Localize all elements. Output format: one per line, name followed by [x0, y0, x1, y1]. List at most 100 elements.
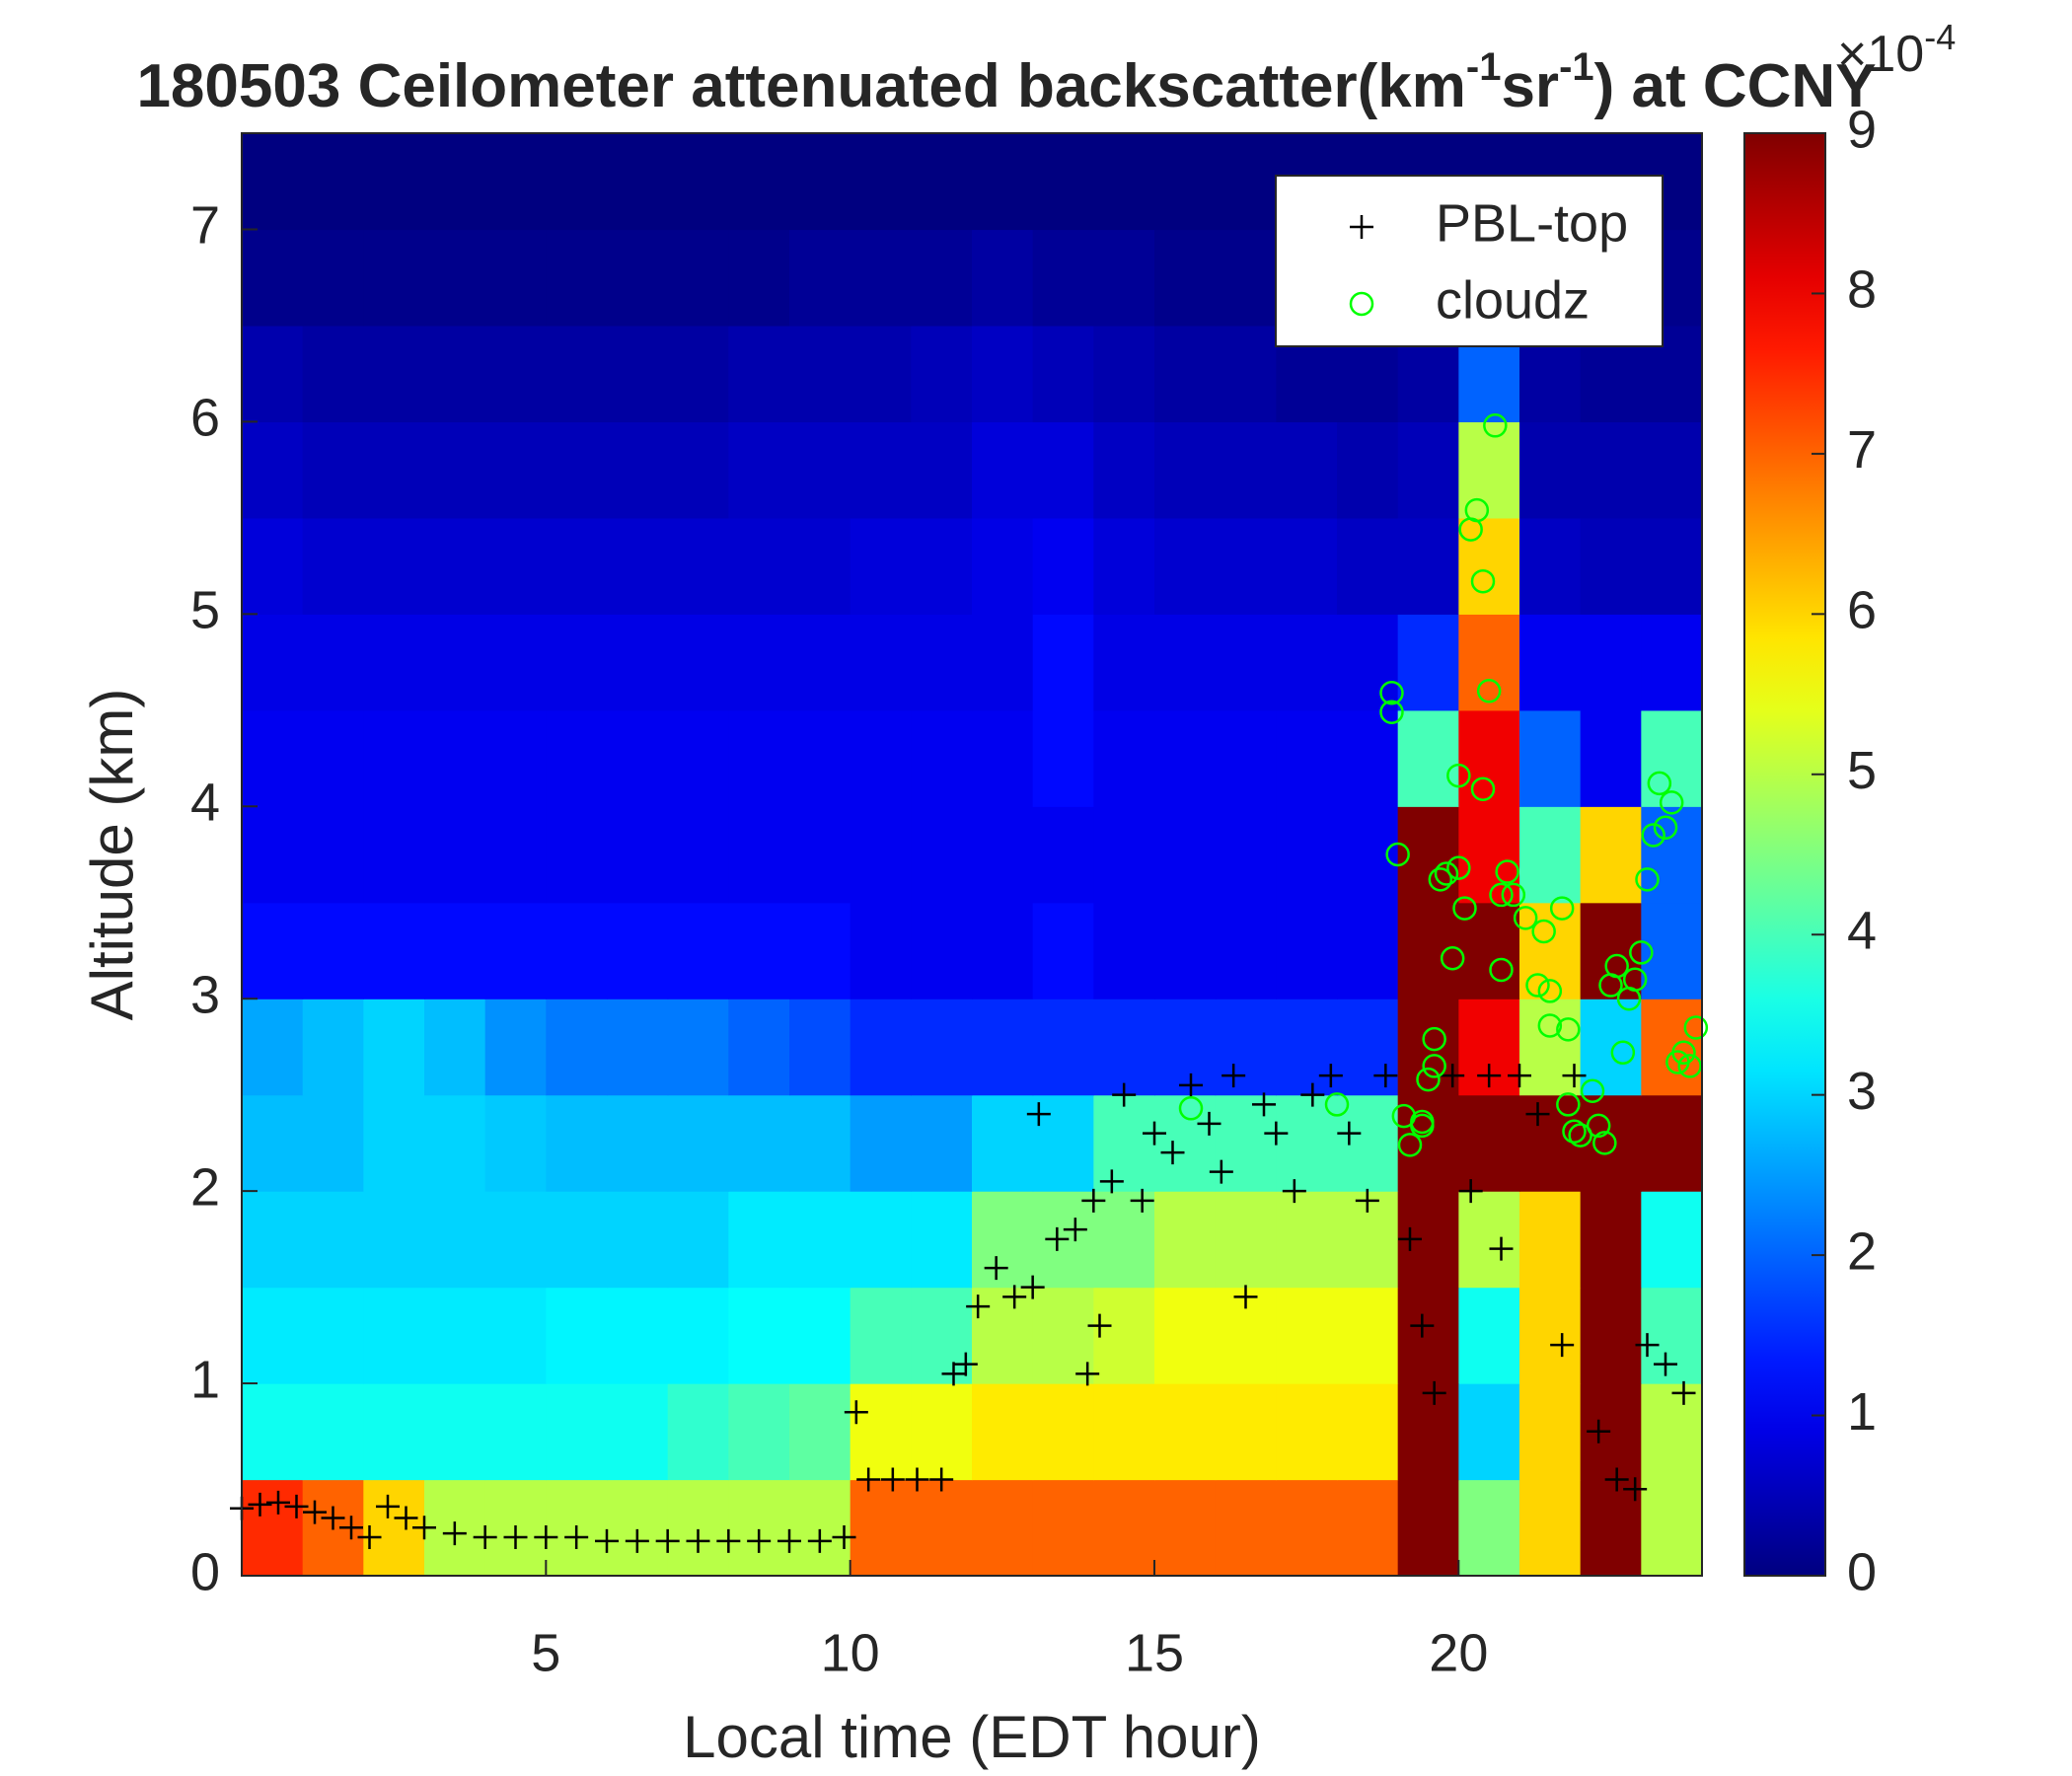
- cloud-marker: [1525, 973, 1550, 998]
- pbl-marker: [1604, 1467, 1629, 1492]
- heatmap-cell: [1154, 614, 1217, 711]
- x-tick-label: 20: [1429, 1623, 1488, 1682]
- y-tick-label: 3: [190, 965, 220, 1024]
- heatmap-cell: [1276, 1287, 1338, 1384]
- heatmap-cell: [607, 999, 669, 1096]
- y-tick-label: 0: [190, 1542, 220, 1601]
- heatmap-cell: [789, 1479, 851, 1576]
- heatmap-cell: [1032, 1287, 1094, 1384]
- heatmap-cell: [728, 325, 790, 422]
- heatmap-cell: [607, 806, 669, 904]
- heatmap-cell: [1397, 709, 1459, 807]
- heatmap-cell: [607, 1479, 669, 1576]
- heatmap-cell: [607, 133, 669, 231]
- heatmap-cell: [363, 1383, 425, 1481]
- heatmap-cell: [1641, 902, 1702, 999]
- heatmap-cell: [789, 806, 851, 904]
- heatmap-cell: [1215, 133, 1277, 231]
- cloud-marker: [1178, 1096, 1204, 1121]
- heatmap-cell: [484, 1191, 547, 1289]
- cloud-marker: [1483, 413, 1508, 438]
- heatmap-cell: [1397, 1094, 1459, 1192]
- heatmap-cell: [850, 806, 912, 904]
- legend-label: cloudz: [1436, 270, 1590, 330]
- pbl-marker: [686, 1528, 710, 1553]
- heatmap-cell: [1215, 1191, 1277, 1289]
- heatmap-cell: [1276, 517, 1338, 615]
- cloud-marker: [1452, 896, 1477, 921]
- heatmap-cell: [1154, 325, 1217, 422]
- heatmap-cell: [363, 421, 425, 519]
- y-tick-label: 2: [190, 1157, 220, 1217]
- heatmap-cell: [484, 1287, 547, 1384]
- heatmap-cell: [1337, 1094, 1399, 1192]
- heatmap-cell: [363, 1191, 425, 1289]
- heatmap-cell: [607, 325, 669, 422]
- cloud-marker: [1495, 859, 1519, 884]
- cloud-marker: [1586, 1113, 1611, 1139]
- heatmap-cell: [850, 1191, 912, 1289]
- heatmap-cell: [789, 614, 851, 711]
- heatmap-cell: [607, 1287, 669, 1384]
- pbl-marker: [929, 1467, 954, 1492]
- cloud-marker: [1556, 1017, 1581, 1042]
- cloud-marker: [1647, 771, 1672, 796]
- heatmap-cell: [242, 229, 304, 327]
- heatmap-cell: [546, 325, 608, 422]
- heatmap-cell: [1154, 1191, 1217, 1289]
- cloud-marker: [1422, 1054, 1446, 1078]
- heatmap-cell: [1093, 325, 1155, 422]
- heatmap-cell: [667, 421, 729, 519]
- pbl-marker: [339, 1516, 363, 1540]
- heatmap-cell: [363, 999, 425, 1096]
- heatmap-cell: [850, 902, 912, 999]
- pbl-marker: [595, 1528, 619, 1553]
- heatmap-cell: [1397, 902, 1459, 999]
- heatmap-cell: [1093, 902, 1155, 999]
- heatmap-cell: [1458, 614, 1520, 711]
- heatmap-cell: [1458, 902, 1520, 999]
- heatmap-cell: [242, 999, 304, 1096]
- pbl-marker: [303, 1500, 327, 1524]
- pbl-marker: [941, 1362, 966, 1386]
- heatmap-cell: [1093, 1191, 1155, 1289]
- heatmap-cell: [546, 806, 608, 904]
- pbl-marker: [1045, 1226, 1070, 1251]
- pbl-marker: [844, 1400, 868, 1425]
- heatmap-cell: [1519, 999, 1582, 1096]
- cloud-marker: [1476, 679, 1502, 703]
- pbl-marker: [1458, 1179, 1483, 1204]
- heatmap-cell: [850, 133, 912, 231]
- cloud-marker: [1537, 979, 1563, 1003]
- pbl-marker: [953, 1352, 978, 1376]
- heatmap-cell: [972, 133, 1034, 231]
- pbl-marker: [1252, 1092, 1276, 1117]
- heatmap-cell: [1519, 1191, 1582, 1289]
- heatmap-cell: [424, 709, 486, 807]
- heatmap-cell: [1397, 806, 1459, 904]
- pbl-marker: [716, 1528, 741, 1553]
- pbl-marker: [1398, 1226, 1422, 1251]
- heatmap-cell: [911, 709, 973, 807]
- heatmap-cell: [424, 133, 486, 231]
- heatmap-cell: [911, 1383, 973, 1481]
- heatmap-cell: [972, 1383, 1034, 1481]
- heatmap-cell: [1032, 229, 1094, 327]
- pbl-marker: [1002, 1285, 1027, 1309]
- heatmap-cell: [1093, 1479, 1155, 1576]
- pbl-marker: [1355, 1188, 1379, 1213]
- heatmap-cell: [546, 1191, 608, 1289]
- heatmap-cell: [484, 229, 547, 327]
- heatmap-cell: [728, 902, 790, 999]
- pbl-marker: [1337, 1121, 1362, 1146]
- heatmap-cell: [850, 1287, 912, 1384]
- heatmap-cell: [667, 1094, 729, 1192]
- heatmap-cell: [1154, 806, 1217, 904]
- colorbar-tick-label: 8: [1847, 260, 1877, 320]
- heatmap-cell: [484, 421, 547, 519]
- heatmap-cell: [607, 421, 669, 519]
- heatmap-cell: [728, 1383, 790, 1481]
- heatmap-cell: [484, 325, 547, 422]
- pbl-marker: [1020, 1275, 1045, 1299]
- heatmap-cell: [972, 1479, 1034, 1576]
